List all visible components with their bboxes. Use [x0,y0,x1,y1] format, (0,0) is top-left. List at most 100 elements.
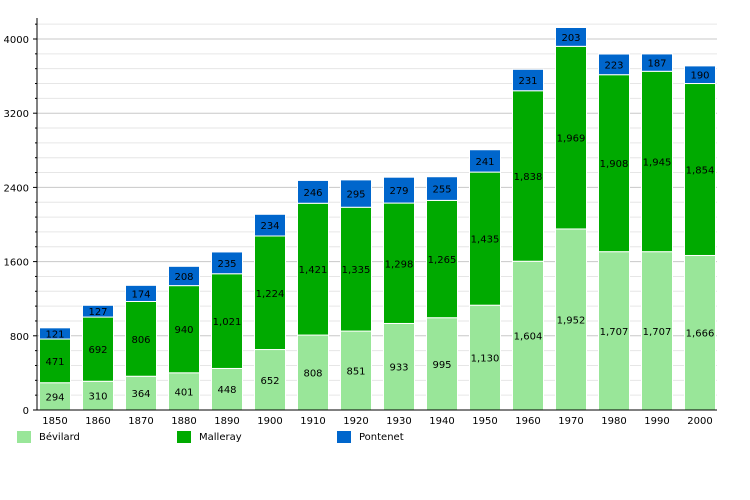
data-label: 448 [217,385,236,396]
bar-segment [168,265,200,287]
data-label: 310 [88,392,107,403]
bar-segment [426,199,458,319]
bar-segment [82,380,114,411]
x-tick-label: 1850 [42,416,67,427]
bar-segment [125,375,157,411]
x-tick-label: 1980 [601,416,626,427]
bar-segment [254,349,286,411]
data-label: 364 [131,389,150,400]
data-label: 121 [45,329,64,340]
y-tick-label: 0 [23,406,29,417]
data-label: 1,265 [428,255,457,266]
data-label: 1,435 [471,235,500,246]
data-label: 190 [690,71,709,82]
data-label: 174 [131,289,150,300]
bar-segment [684,83,716,256]
data-label: 1,838 [514,172,543,183]
data-label: 806 [131,335,150,346]
legend-swatch [177,431,191,443]
data-label: 1,298 [385,259,414,270]
bar-segment [512,90,544,262]
x-tick-label: 1990 [644,416,669,427]
data-label: 294 [45,392,64,403]
data-label: 1,908 [600,159,629,170]
data-label: 692 [88,345,107,356]
bar-segment [82,304,114,318]
x-tick-label: 1950 [472,416,497,427]
data-label: 1,707 [643,327,672,338]
bar-segment [426,176,458,201]
x-tick-label: 1880 [171,416,196,427]
y-tick-label: 4000 [4,35,29,46]
x-tick-label: 1960 [515,416,540,427]
legend-item-pontenet: Pontenet [337,431,404,443]
bar-segment [297,179,329,204]
bar-segment [598,251,630,411]
legend-label: Bévilard [39,431,80,443]
bar-segment [39,327,71,340]
data-label: 851 [346,367,365,378]
bar-segment [512,68,544,92]
x-tick-label: 1940 [429,416,454,427]
data-label: 1,969 [557,134,586,145]
bar-segment [254,213,286,237]
x-tick-label: 1970 [558,416,583,427]
bar-segment [168,372,200,411]
data-label: 1,854 [686,165,715,176]
legend-label: Malleray [199,431,242,443]
bar-segment [211,273,243,369]
y-tick-label: 3200 [4,109,29,120]
data-label: 1,952 [557,315,586,326]
bar-segment [340,330,372,411]
data-label: 235 [217,259,236,270]
data-label: 1,335 [342,265,371,276]
legend-item-bevilard: Bévilard [17,431,80,443]
data-label: 246 [303,188,322,199]
data-label: 279 [389,186,408,197]
data-label: 1,666 [686,329,715,340]
bar-segment [125,284,157,302]
bar-segment [383,176,415,204]
bar-segment [469,304,501,411]
bar-segment [211,367,243,411]
legend-item-malleray: Malleray [177,431,242,443]
x-tick-label: 1910 [300,416,325,427]
data-label: 234 [260,221,279,232]
bar-segment [383,322,415,411]
y-tick-label: 2400 [4,183,29,194]
data-label: 808 [303,369,322,380]
x-tick-label: 1920 [343,416,368,427]
data-label: 231 [518,76,537,87]
bar-segment [684,254,716,411]
bar-segment [684,65,716,85]
data-label: 1,021 [213,317,242,328]
bar-segment [340,206,372,332]
x-tick-label: 2000 [687,416,712,427]
data-label: 1,707 [600,327,629,338]
bar-segment [82,316,114,382]
data-label: 995 [432,360,451,371]
bar-segment [39,382,71,411]
data-label: 1,130 [471,354,500,365]
legend-swatch [337,431,351,443]
data-label: 940 [174,325,193,336]
x-tick-label: 1870 [128,416,153,427]
data-label: 255 [432,185,451,196]
data-label: 208 [174,272,193,283]
x-tick-label: 1900 [257,416,282,427]
data-label: 223 [604,60,623,71]
bar-segment [254,235,286,351]
data-label: 1,945 [643,157,672,168]
data-label: 1,224 [256,289,285,300]
x-tick-label: 1890 [214,416,239,427]
bar-segment [211,251,243,275]
bar-segment [555,26,587,47]
bar-segment [598,74,630,253]
data-label: 187 [647,59,666,70]
data-label: 401 [174,387,193,398]
data-label: 203 [561,33,580,44]
data-label: 1,421 [299,265,328,276]
bar-segment [383,202,415,324]
data-label: 1,604 [514,332,543,343]
y-tick-label: 800 [10,332,29,343]
